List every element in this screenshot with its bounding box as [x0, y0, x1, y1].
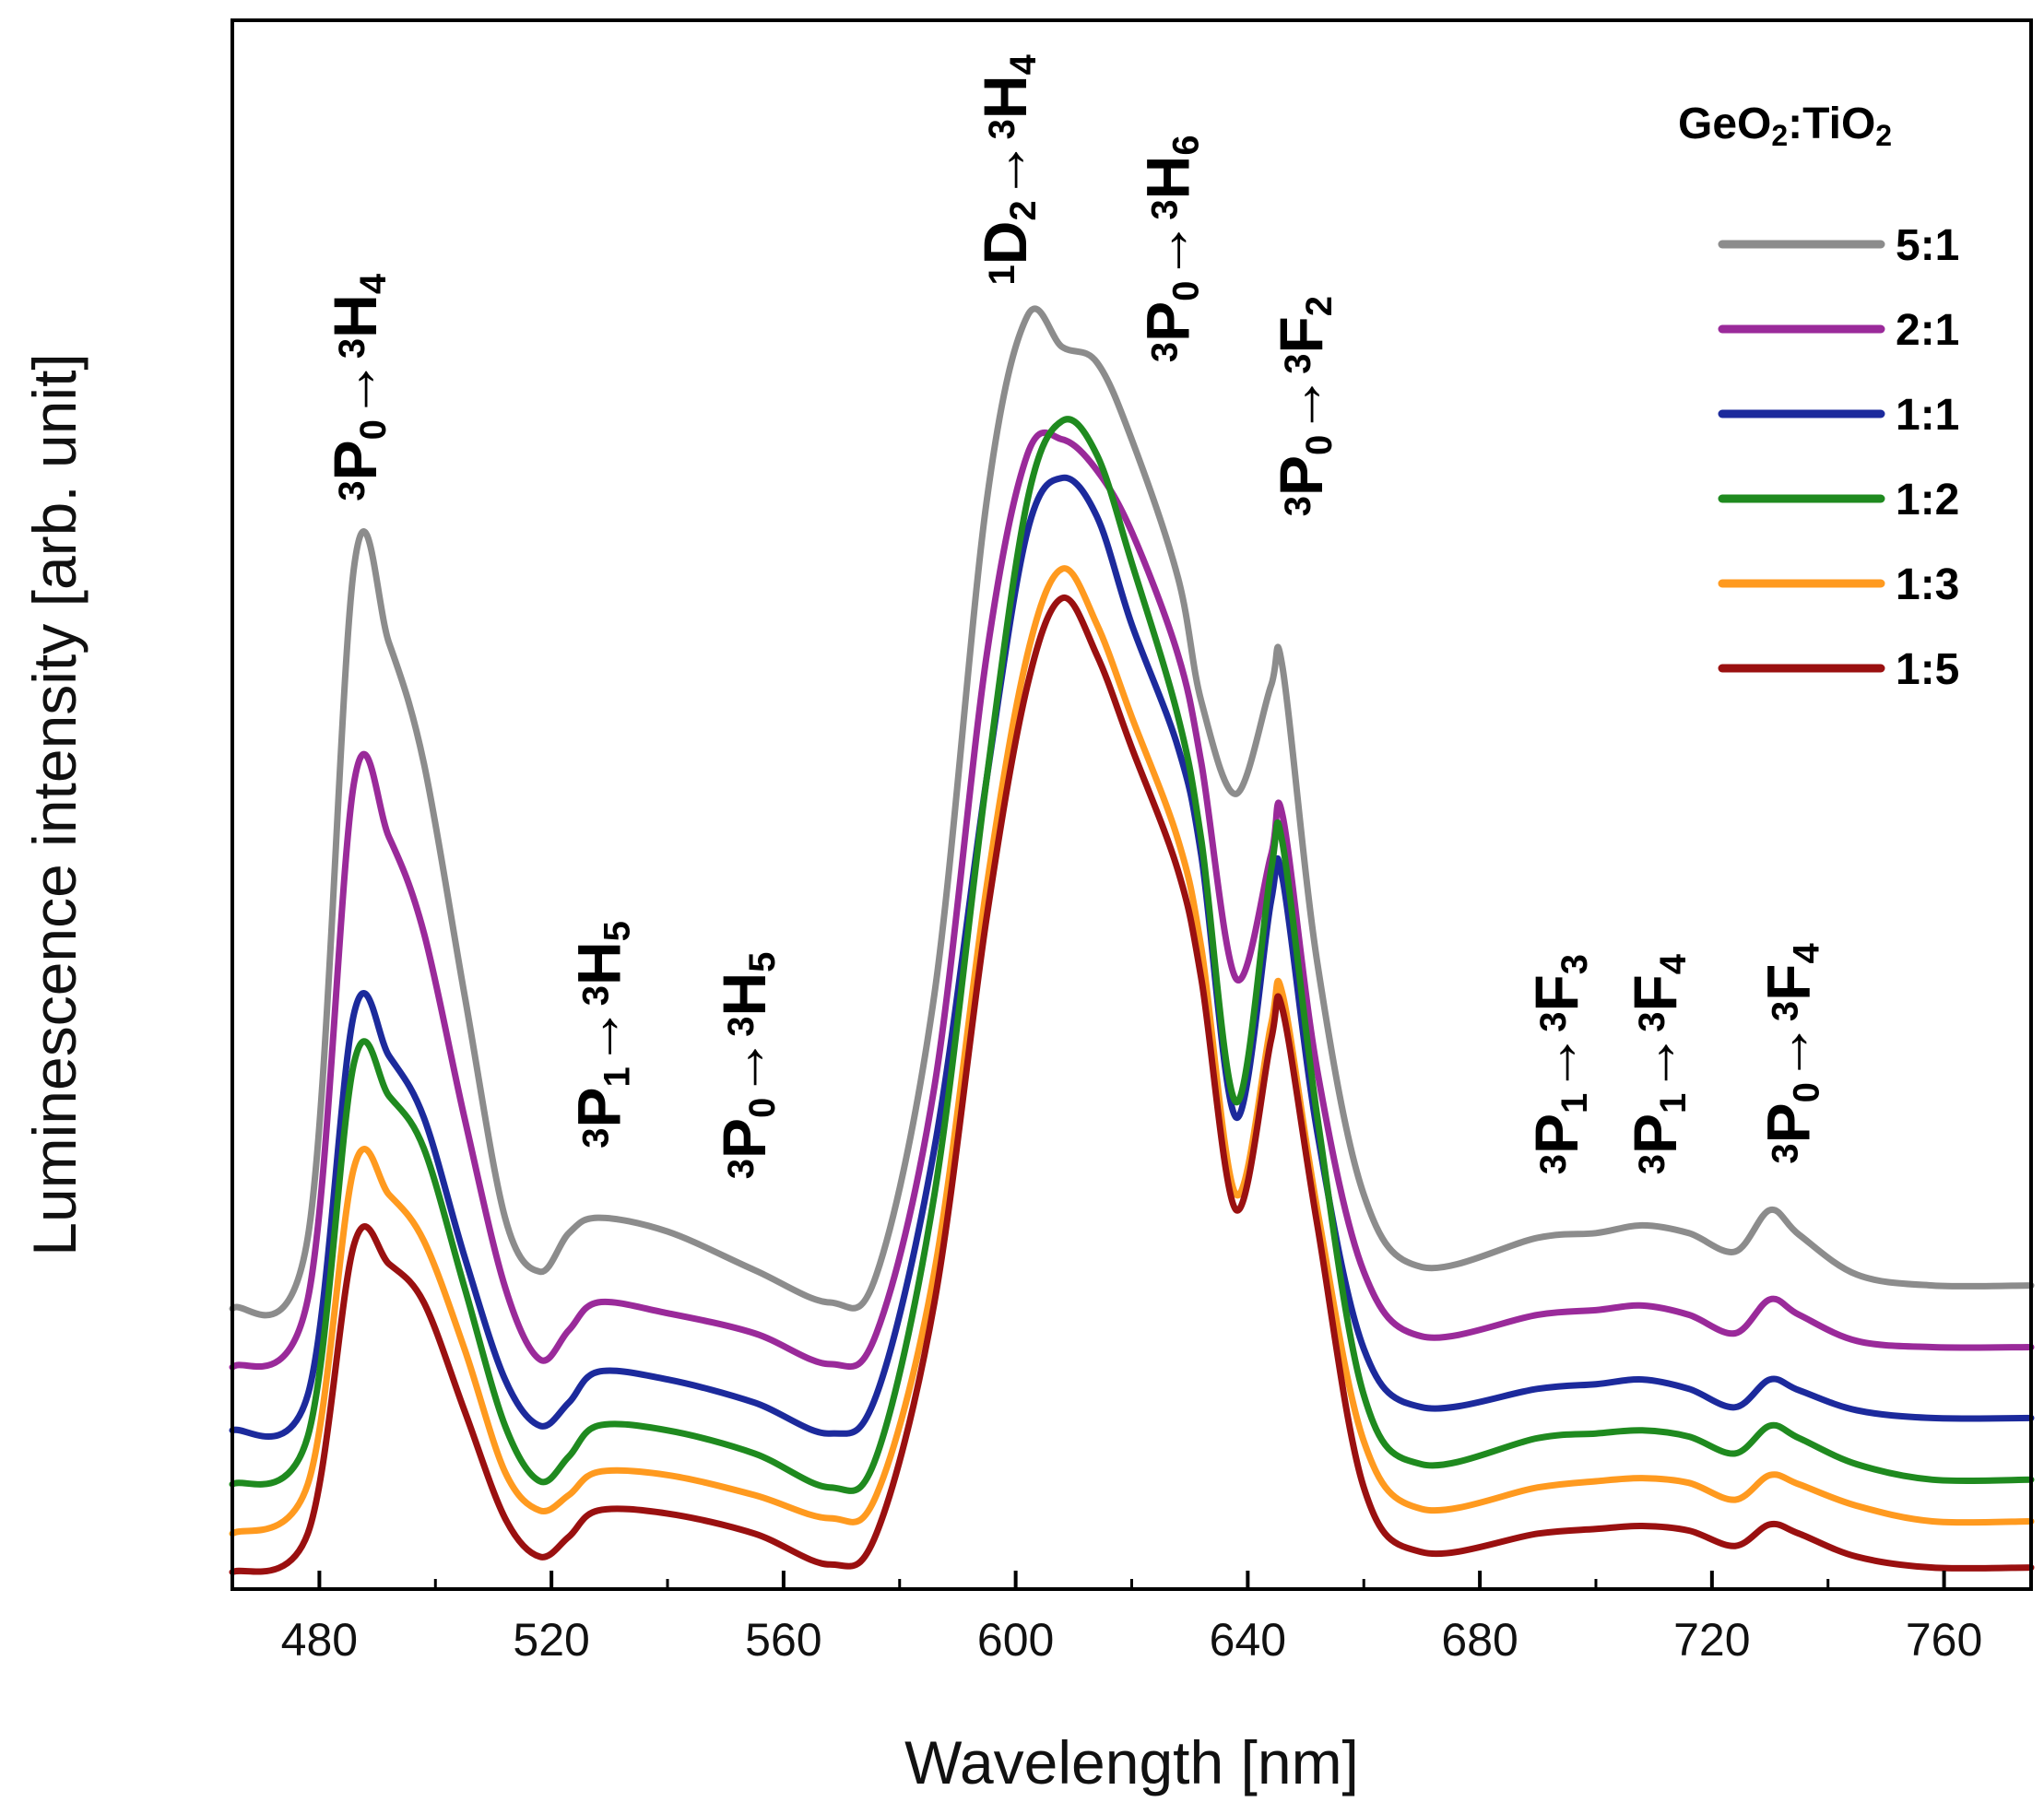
- series-line-1-2: [229, 416, 2035, 1494]
- transition-label: 3P0→3F4: [1755, 942, 1827, 1163]
- series-line-2-1: [229, 429, 2035, 1371]
- legend-label: 1:1: [1896, 391, 1959, 440]
- series-line-1-5: [229, 595, 2035, 1576]
- x-tick-label: 760: [1906, 1614, 1982, 1666]
- x-tick-label: 680: [1441, 1614, 1518, 1666]
- transition-label: 3P1→3F3: [1522, 954, 1595, 1174]
- legend-label: 1:5: [1896, 645, 1959, 694]
- legend: GeO2:TiO2 5:1 2:1 1:1 1:2 1:3 1:5: [1678, 100, 1959, 694]
- y-axis-title: Luminescence intensity [arb. unit]: [20, 353, 89, 1256]
- legend-title: GeO2:TiO2: [1678, 100, 1892, 152]
- transition-annotations: 3P0→3H4 3P1→3H5 3P0→3H5 1D2→3H4 3P0→3H6 3P0→3…: [321, 53, 1827, 1180]
- series-line-1-1: [229, 474, 2035, 1440]
- transition-label: 3P0→3H5: [710, 952, 783, 1180]
- x-tick-label: 480: [281, 1614, 358, 1666]
- transition-label: 3P1→3F4: [1621, 953, 1694, 1174]
- transition-label: 3P0→3F2: [1267, 296, 1340, 516]
- series-line-1-3: [229, 565, 2035, 1537]
- series-line-5-1: [229, 305, 2035, 1319]
- legend-label: 5:1: [1896, 221, 1959, 270]
- legend-label: 2:1: [1896, 306, 1959, 355]
- legend-label: 1:3: [1896, 560, 1959, 609]
- x-tick-label: 560: [745, 1614, 821, 1666]
- transition-label: 3P1→3H5: [565, 921, 638, 1148]
- transition-label: 3P0→3H4: [321, 273, 394, 501]
- x-axis: 480 520 560 600 640 680 720 760: [281, 1571, 1982, 1666]
- legend-label: 1:2: [1896, 476, 1959, 524]
- series-layer: [229, 305, 2035, 1576]
- x-tick-label: 720: [1673, 1614, 1750, 1666]
- x-tick-label: 600: [977, 1614, 1054, 1666]
- transition-label: 1D2→3H4: [971, 53, 1044, 285]
- transition-label: 3P0→3H6: [1133, 135, 1206, 362]
- x-tick-label: 640: [1210, 1614, 1286, 1666]
- x-tick-label: 520: [513, 1614, 589, 1666]
- x-axis-title: Wavelength [nm]: [904, 1728, 1359, 1796]
